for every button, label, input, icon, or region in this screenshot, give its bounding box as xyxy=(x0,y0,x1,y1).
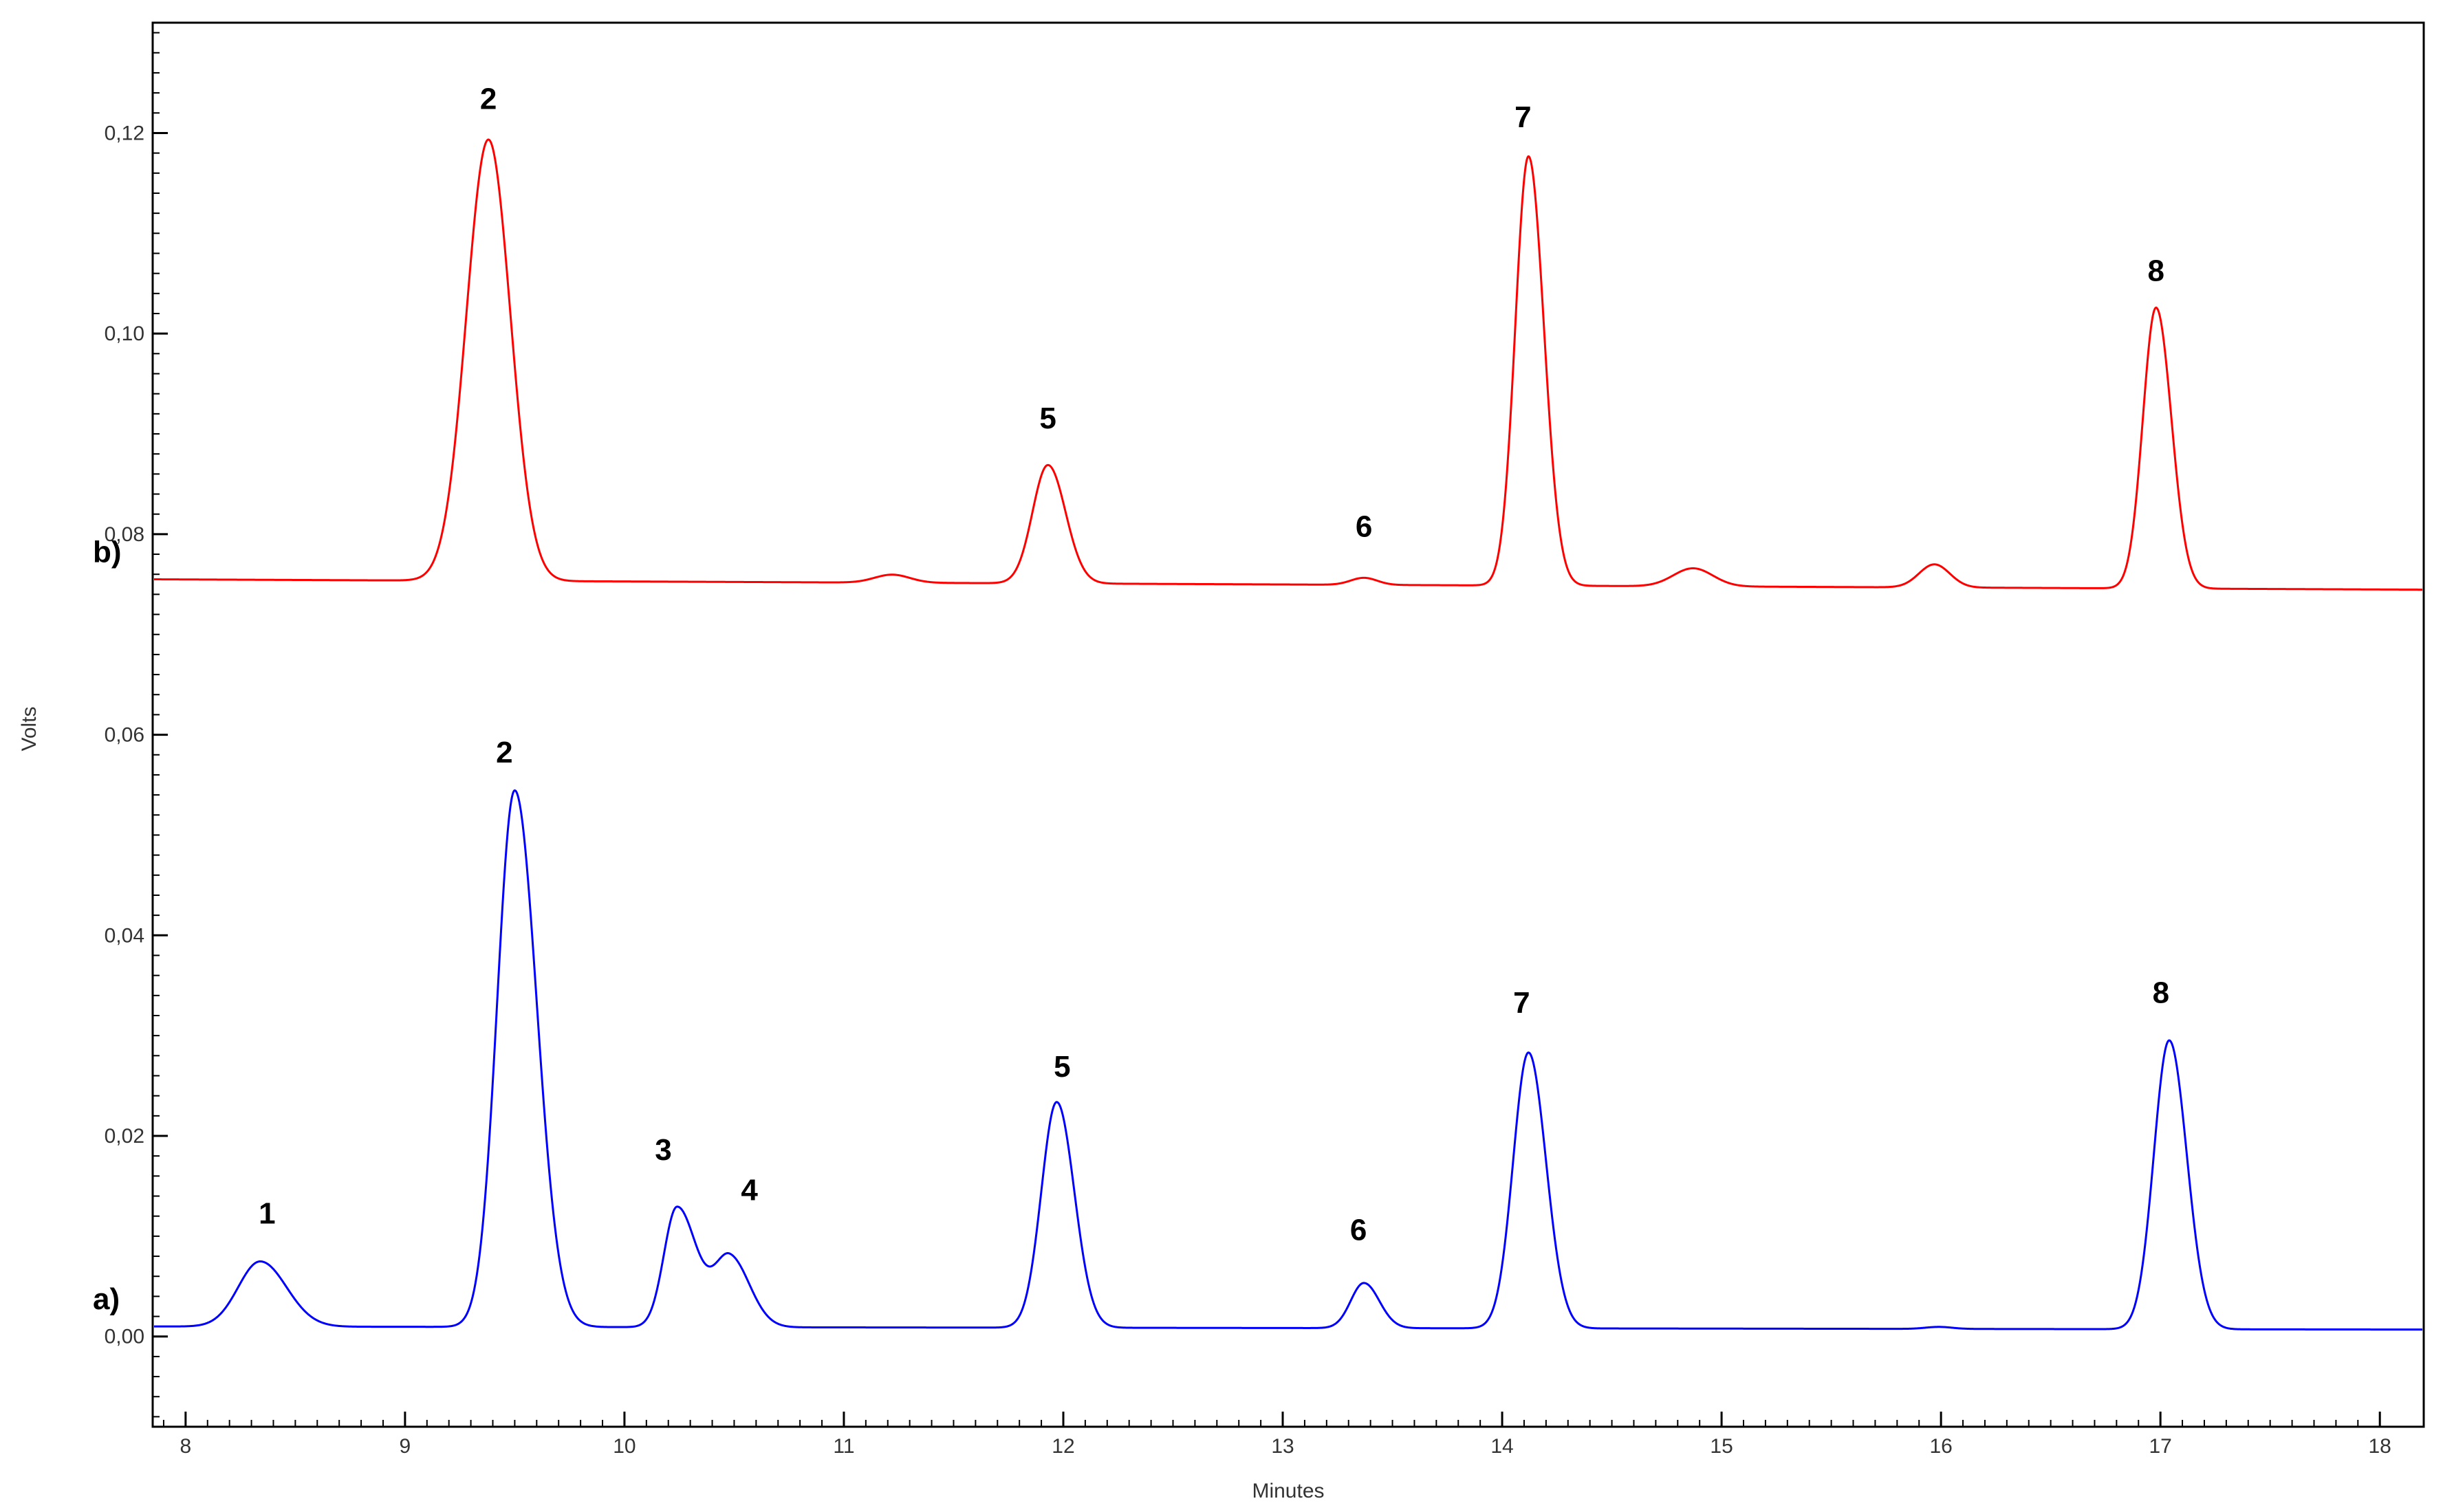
y-axis-title: Volts xyxy=(18,706,41,751)
trace-a-line xyxy=(153,789,2422,1331)
peak-label-a-4: 4 xyxy=(741,1174,758,1207)
y-tick-label: 0,04 xyxy=(105,924,144,947)
y-tick-label: 0,10 xyxy=(105,322,144,345)
x-tick-label: 13 xyxy=(1271,1435,1294,1458)
y-axis-ticks: 0,00 0,02 0,04 0,06 0,08 0,10 0,12 xyxy=(105,32,168,1418)
x-tick-label: 14 xyxy=(1490,1435,1513,1458)
peak-label-a-6: 6 xyxy=(1350,1214,1367,1247)
y-tick-label: 0,02 xyxy=(105,1125,144,1148)
x-tick-label: 11 xyxy=(833,1435,854,1458)
peak-label-b-6: 6 xyxy=(1356,510,1372,544)
y-tick-label: 0,08 xyxy=(105,523,144,546)
peak-label-b-5: 5 xyxy=(1039,402,1056,435)
peak-label-a-7: 7 xyxy=(1513,986,1530,1020)
peak-label-a-3: 3 xyxy=(655,1133,671,1167)
y-tick-label: 0,00 xyxy=(105,1326,144,1348)
x-tick-label: 8 xyxy=(180,1435,192,1458)
peak-label-a-8: 8 xyxy=(2153,976,2169,1009)
x-axis-title: Minutes xyxy=(1252,1480,1324,1502)
trace-label-b: b) xyxy=(93,536,122,569)
x-tick-label: 16 xyxy=(1929,1435,1952,1458)
peak-label-b-7: 7 xyxy=(1514,100,1531,134)
x-tick-label: 12 xyxy=(1052,1435,1074,1458)
trace-b-line xyxy=(154,138,2422,591)
peak-label-b-2: 2 xyxy=(480,83,497,116)
x-tick-label: 10 xyxy=(613,1435,636,1458)
y-tick-label: 0,12 xyxy=(105,122,144,144)
peak-label-b-8: 8 xyxy=(2148,254,2164,288)
y-tick-label: 0,06 xyxy=(105,724,144,747)
x-tick-label: 9 xyxy=(400,1435,411,1458)
x-tick-label: 15 xyxy=(1710,1435,1733,1458)
trace-label-a: a) xyxy=(93,1282,120,1316)
x-tick-label: 17 xyxy=(2149,1435,2171,1458)
peak-label-a-2: 2 xyxy=(496,736,512,769)
peak-labels: 1 2 3 4 5 6 7 8 a) 2 5 6 7 8 b) xyxy=(93,83,2169,1316)
x-axis-ticks: 8 9 10 11 12 13 14 15 16 17 18 xyxy=(162,1412,2391,1458)
chromatogram-traces xyxy=(153,138,2422,1331)
peak-label-a-1: 1 xyxy=(259,1196,275,1230)
x-tick-label: 18 xyxy=(2369,1435,2391,1458)
peak-label-a-5: 5 xyxy=(1054,1050,1070,1084)
plot-area-frame xyxy=(151,21,2425,1428)
